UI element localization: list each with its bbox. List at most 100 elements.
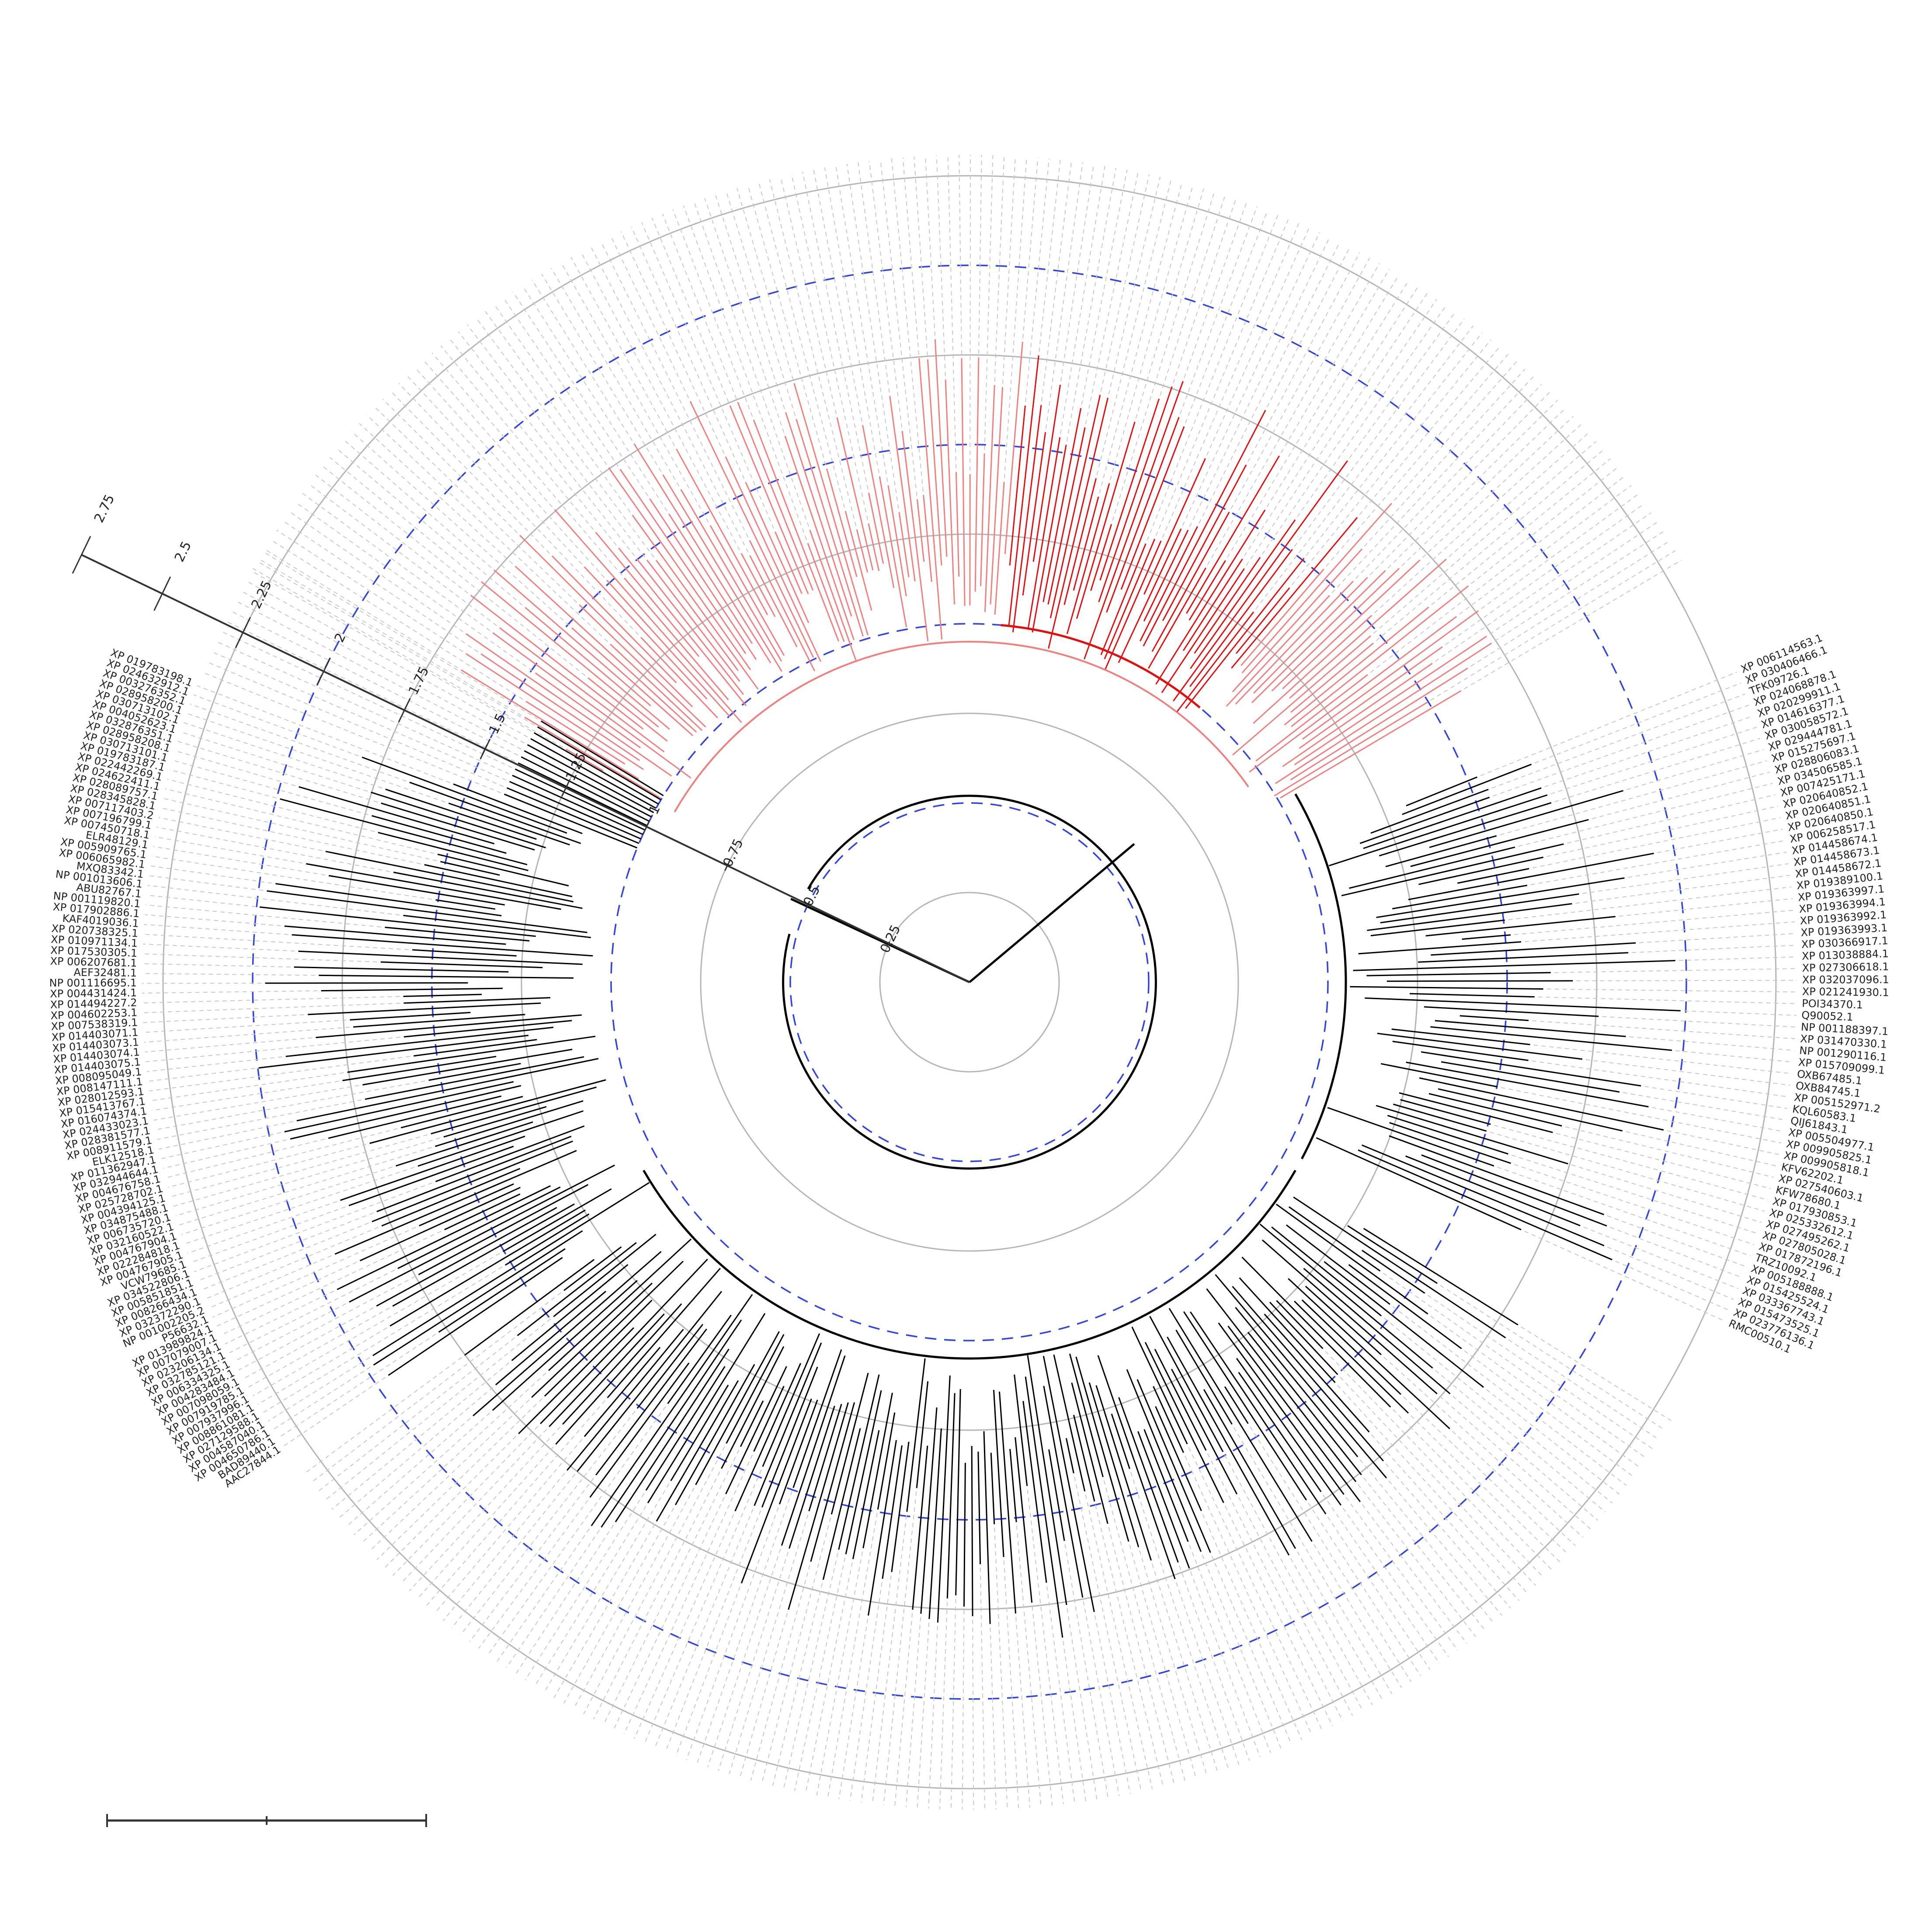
leader-line (315, 474, 469, 594)
leader-line (258, 558, 522, 716)
leader-line (553, 1524, 655, 1698)
branch-leaf (521, 756, 650, 822)
branch-leaf (1294, 1300, 1409, 1414)
branch-leaf (1043, 1386, 1084, 1598)
leader-line (1411, 1415, 1560, 1563)
leader-line (1494, 531, 1664, 642)
branch-leaf (636, 1324, 703, 1409)
leader-line (1470, 540, 1670, 667)
branch-leaf (524, 716, 661, 799)
branch-leaf (525, 701, 625, 765)
leader-line (1340, 1376, 1536, 1586)
leader-line (191, 1206, 346, 1263)
scale-tick (480, 738, 491, 760)
branch-leaf (1047, 427, 1086, 605)
branch-leaf (294, 966, 509, 973)
branch-leaf (392, 1203, 575, 1307)
leader-line (251, 570, 532, 732)
branch-leaf (595, 1328, 707, 1476)
leader-line (1291, 339, 1491, 586)
branch-leaf (584, 566, 708, 700)
branch-leaf (822, 1428, 861, 1580)
leader-line (466, 324, 646, 558)
branch-leaf (555, 1303, 682, 1445)
branch-leaf (879, 476, 907, 628)
branch-leaf (1099, 398, 1160, 581)
branch-leaf (1143, 458, 1206, 595)
branch-leaf (403, 994, 482, 997)
leader-line (747, 184, 827, 466)
leader-line (593, 1471, 720, 1720)
leader-line (675, 1586, 741, 1756)
leader-line (522, 285, 667, 511)
scale-tick (398, 698, 411, 723)
branch-leaf (1370, 919, 1505, 937)
leader-line (460, 1411, 636, 1635)
leader-line (478, 1500, 588, 1649)
leader-line (1155, 218, 1289, 536)
leader-line (1112, 191, 1215, 521)
leader-line (849, 1582, 883, 1801)
branch-leaf (1098, 386, 1173, 602)
branch-leaf (1421, 1051, 1641, 1087)
branches (142, 154, 1797, 1810)
branch-leaf (349, 1164, 615, 1303)
leader-line (1308, 1503, 1421, 1676)
leader-line (1342, 1508, 1449, 1657)
branch-leaf (403, 997, 551, 1004)
leader-line (1632, 945, 1796, 953)
leader-line (1393, 1409, 1553, 1571)
leader-line (142, 1003, 400, 1014)
leader-line (541, 274, 662, 472)
leader-line (1363, 1477, 1485, 1630)
branch-leaf (1275, 643, 1492, 784)
branch-leaf (554, 509, 742, 723)
leader-line (891, 158, 924, 492)
branch-leaf (1406, 1061, 1649, 1108)
ring-dashed (789, 802, 1150, 1162)
leader-line (142, 990, 318, 994)
branch-leaf (1359, 796, 1490, 844)
leader-line (366, 414, 608, 642)
leader-line (1369, 392, 1550, 576)
leader-line (737, 188, 794, 380)
branch-leaf (443, 1106, 547, 1138)
branch-leaf (1012, 405, 1042, 632)
ring (162, 175, 1777, 1789)
branch-leaf (540, 1327, 634, 1425)
branch-leaf (610, 643, 703, 731)
branch-leaf (464, 1259, 595, 1356)
leader-line (978, 155, 982, 354)
branch-leaf (535, 672, 641, 749)
branch-leaf (385, 789, 537, 840)
leader-line (246, 580, 528, 738)
branch-leaf (595, 532, 700, 657)
branch-leaf (412, 949, 517, 957)
branch-leaf (721, 1346, 785, 1469)
branch-leaf (1428, 1093, 1562, 1127)
leader-line (212, 1227, 416, 1318)
branch-leaf (645, 1366, 726, 1491)
leader-line (317, 1337, 515, 1492)
branch-leaf (434, 1100, 584, 1147)
branch-leaf (504, 793, 638, 849)
branch-leaf (400, 1096, 523, 1129)
branch-leaf (1075, 1356, 1129, 1542)
branch-leaf (1090, 524, 1112, 591)
branch-leaf (1406, 776, 1478, 806)
scale-tick (561, 779, 571, 797)
branch-leaf (977, 1451, 981, 1564)
branch-leaf (1385, 835, 1497, 868)
branch-leaf (912, 1445, 928, 1610)
leader-line (1266, 280, 1409, 507)
leader-line (229, 1269, 395, 1353)
branch-leaf (668, 513, 753, 644)
branch-leaf (473, 1251, 662, 1417)
leader-line (188, 1201, 337, 1254)
leader-line (1266, 247, 1350, 407)
branch-leaf (793, 383, 869, 636)
leader-line (761, 1517, 831, 1783)
branch-leaf (1143, 1429, 1189, 1542)
leader-line (1530, 840, 1785, 886)
branch-leaf (753, 419, 839, 642)
